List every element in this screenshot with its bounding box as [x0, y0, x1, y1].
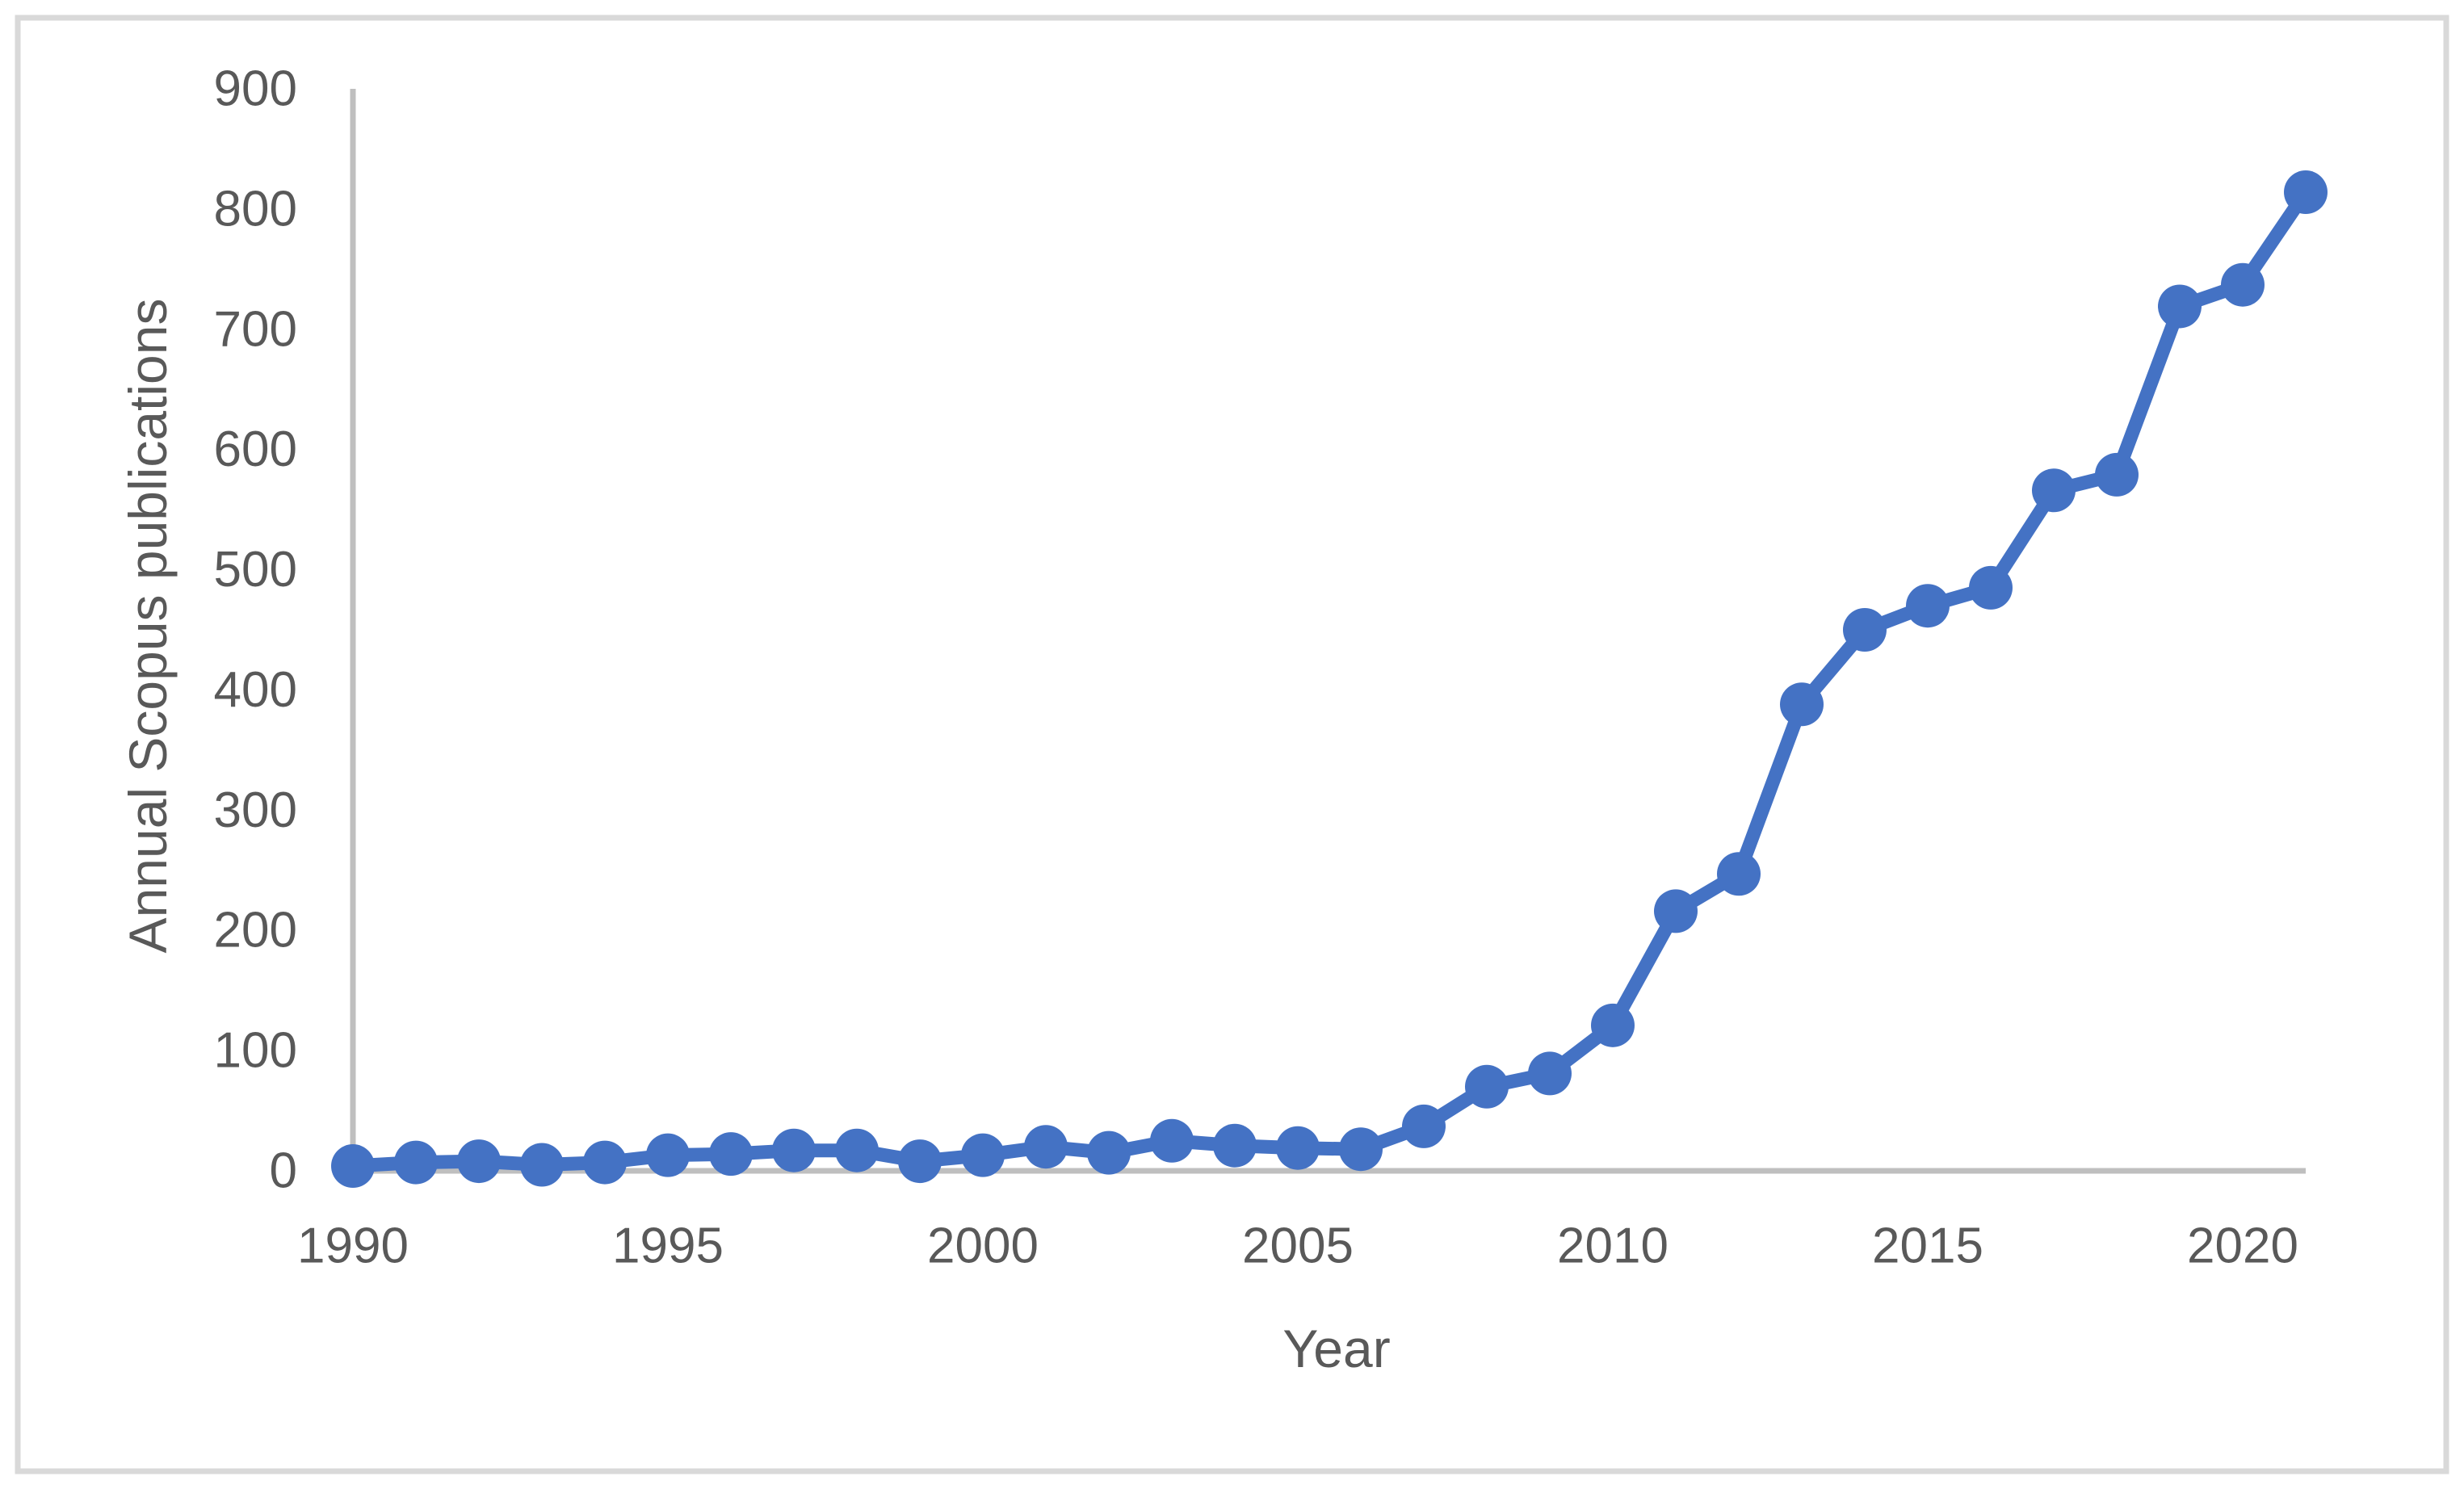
- data-point: [1843, 608, 1887, 652]
- series-line: [346, 185, 2313, 1173]
- y-tick-label: 800: [214, 181, 297, 237]
- data-point: [1717, 852, 1761, 896]
- y-tick-label: 200: [214, 903, 297, 958]
- data-point: [1276, 1126, 1320, 1170]
- x-tick-label: 2000: [927, 1218, 1039, 1274]
- y-tick-label: 100: [214, 1023, 297, 1079]
- y-tick-label: 400: [214, 662, 297, 718]
- data-point: [709, 1132, 753, 1177]
- data-point: [1024, 1125, 1068, 1169]
- data-point: [1906, 584, 1950, 628]
- data-point: [898, 1139, 942, 1184]
- data-point: [2158, 284, 2202, 329]
- data-point: [772, 1128, 816, 1172]
- x-tick-label: 1990: [297, 1218, 409, 1274]
- data-point: [1969, 565, 2013, 610]
- data-point: [1654, 889, 1698, 933]
- y-tick-label: 500: [214, 542, 297, 598]
- data-point: [1213, 1123, 1257, 1168]
- data-point: [2095, 452, 2139, 497]
- data-point: [583, 1140, 627, 1185]
- data-point: [1528, 1051, 1572, 1096]
- data-point: [1465, 1064, 1509, 1109]
- data-point: [2221, 262, 2265, 307]
- y-tick-label: 0: [270, 1143, 297, 1199]
- y-tick-label: 900: [214, 61, 297, 117]
- y-tick-label: 300: [214, 782, 297, 838]
- data-point: [1339, 1127, 1383, 1172]
- y-tick-label: 700: [214, 301, 297, 357]
- data-point: [2284, 170, 2328, 215]
- y-axis-title: Annual Scopus publications: [118, 299, 178, 954]
- x-tick-label: 2015: [1872, 1218, 1983, 1274]
- data-point: [1402, 1104, 1446, 1148]
- data-point: [2032, 468, 2076, 513]
- data-point: [394, 1140, 438, 1185]
- data-point: [520, 1143, 564, 1187]
- data-point: [961, 1133, 1005, 1177]
- x-tick-label: 2005: [1242, 1218, 1354, 1274]
- x-axis-title: Year: [1282, 1319, 1390, 1378]
- data-point: [646, 1133, 690, 1177]
- data-point: [1591, 1003, 1635, 1047]
- plot-area: 0 100 200 300 400 500 600 700 800 900 1990 1995 2000…: [214, 61, 2328, 1274]
- data-point: [1087, 1130, 1131, 1175]
- data-point: [331, 1144, 375, 1189]
- data-point: [835, 1128, 879, 1172]
- x-tick-label: 2020: [2187, 1218, 2298, 1274]
- data-point: [457, 1139, 501, 1184]
- data-point: [1780, 682, 1824, 727]
- x-tick-label: 1995: [612, 1218, 724, 1274]
- figure-border: [15, 15, 2449, 1474]
- y-tick-label: 600: [214, 422, 297, 477]
- data-point: [1150, 1118, 1194, 1163]
- x-tick-label: 2010: [1557, 1218, 1669, 1274]
